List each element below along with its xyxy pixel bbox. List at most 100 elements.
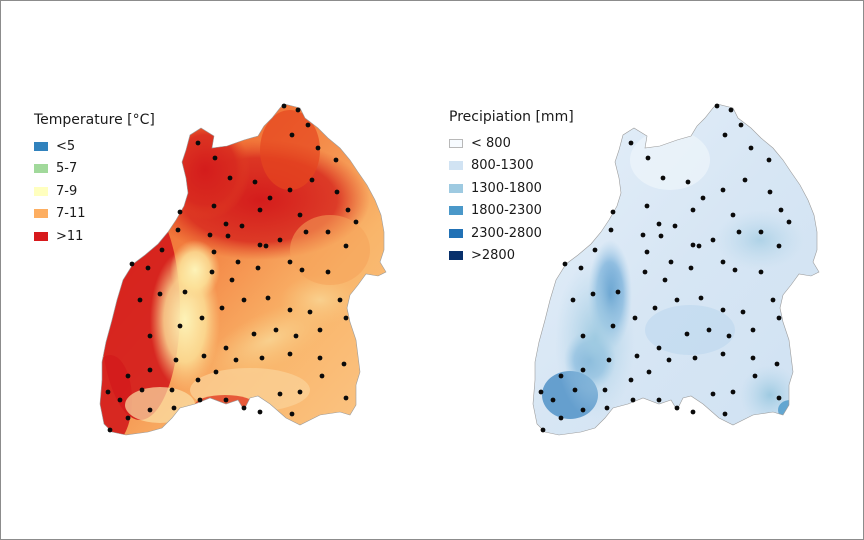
station-point	[776, 243, 782, 249]
station-point	[752, 373, 758, 379]
station-point	[710, 391, 716, 397]
station-point	[125, 373, 131, 379]
station-point	[334, 189, 340, 195]
station-point	[714, 103, 720, 109]
station-point	[685, 179, 691, 185]
station-point	[730, 389, 736, 395]
station-point	[736, 229, 742, 235]
station-point	[684, 331, 690, 337]
station-point	[652, 305, 658, 311]
station-point	[277, 391, 283, 397]
station-point	[212, 155, 218, 161]
station-point	[776, 315, 782, 321]
station-point	[742, 177, 748, 183]
station-point	[211, 249, 217, 255]
station-point	[251, 331, 257, 337]
temperature-legend-label: 7-9	[56, 183, 78, 199]
station-point	[740, 309, 746, 315]
station-point	[656, 345, 662, 351]
precipitation-legend-item: 1800-2300	[449, 200, 574, 223]
station-point	[690, 242, 696, 248]
station-point	[147, 367, 153, 373]
station-point	[295, 107, 301, 113]
station-point	[303, 229, 309, 235]
precipitation-legend-label: 2300-2800	[471, 225, 542, 241]
station-point	[646, 369, 652, 375]
station-point	[668, 259, 674, 265]
station-point	[257, 409, 263, 415]
station-point	[776, 395, 782, 401]
station-point	[287, 187, 293, 193]
precipitation-legend-swatch	[449, 183, 463, 193]
station-point	[692, 355, 698, 361]
station-point	[289, 132, 295, 138]
station-point	[147, 407, 153, 413]
station-point	[223, 397, 229, 403]
station-point	[696, 243, 702, 249]
temperature-legend-label: 5-7	[56, 161, 78, 177]
station-point	[259, 355, 265, 361]
station-point	[319, 373, 325, 379]
station-point	[767, 189, 773, 195]
station-point	[656, 221, 662, 227]
station-point	[604, 405, 610, 411]
station-point	[267, 195, 273, 201]
temperature-station-points	[105, 103, 359, 433]
station-point	[722, 411, 728, 417]
station-point	[305, 122, 311, 128]
station-point	[572, 387, 578, 393]
precipitation-legend-item: 2300-2800	[449, 222, 574, 245]
station-point	[159, 247, 165, 253]
station-point	[550, 397, 556, 403]
station-point	[610, 209, 616, 215]
station-point	[628, 377, 634, 383]
station-point	[632, 315, 638, 321]
station-point	[720, 351, 726, 357]
station-point	[722, 132, 728, 138]
station-point	[750, 327, 756, 333]
station-point	[297, 389, 303, 395]
station-point	[602, 387, 608, 393]
station-point	[758, 229, 764, 235]
station-point	[343, 315, 349, 321]
station-point	[263, 243, 269, 249]
station-point	[558, 373, 564, 379]
station-point	[608, 227, 614, 233]
station-point	[730, 212, 736, 218]
temperature-legend-item: >11	[34, 225, 155, 248]
station-point	[241, 405, 247, 411]
station-point	[770, 297, 776, 303]
station-point	[117, 397, 123, 403]
temperature-legend-swatch	[34, 141, 48, 151]
station-point	[255, 265, 261, 271]
station-point	[129, 261, 135, 267]
station-point	[325, 269, 331, 275]
station-point	[758, 269, 764, 275]
temperature-legend-item: 5-7	[34, 158, 155, 181]
temperature-legend-label: >11	[56, 228, 84, 244]
station-point	[235, 259, 241, 265]
temperature-legend: Temperature [°C] <5 5-7 7-9 7-11 >11	[34, 112, 155, 248]
station-point	[778, 207, 784, 213]
station-point	[674, 297, 680, 303]
station-point	[125, 415, 131, 421]
station-point	[748, 145, 754, 151]
precipitation-legend-item: 1300-1800	[449, 177, 574, 200]
station-point	[343, 243, 349, 249]
station-point	[293, 333, 299, 339]
station-point	[590, 291, 596, 297]
precipitation-legend-item: < 800	[449, 132, 574, 155]
station-point	[287, 307, 293, 313]
precipitation-legend-item: 800-1300	[449, 155, 574, 178]
station-point	[698, 295, 704, 301]
precipitation-legend-swatch	[449, 206, 463, 216]
precipitation-legend-item: >2800	[449, 245, 574, 268]
temperature-legend-item: <5	[34, 135, 155, 158]
station-point	[225, 233, 231, 239]
station-point	[137, 297, 143, 303]
station-point	[173, 357, 179, 363]
station-point	[207, 232, 213, 238]
station-point	[774, 361, 780, 367]
station-point	[606, 357, 612, 363]
